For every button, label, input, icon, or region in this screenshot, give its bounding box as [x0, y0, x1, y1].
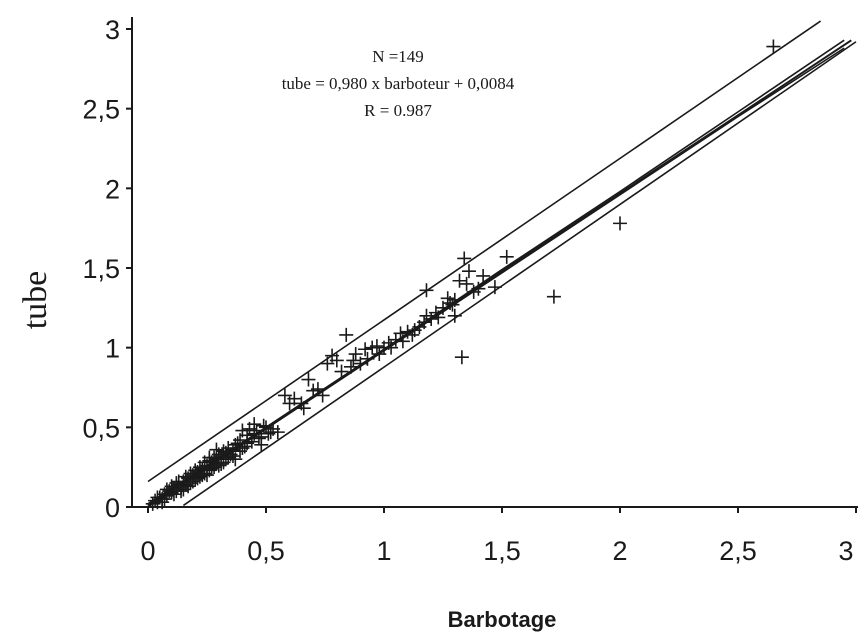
- data-point: [393, 326, 408, 341]
- y-tick-label: 2: [105, 174, 120, 204]
- data-point: [346, 353, 361, 368]
- annotation-equation: tube = 0,980 x barboteur + 0,0084: [282, 74, 515, 93]
- data-point: [233, 444, 248, 459]
- data-point: [277, 388, 292, 403]
- x-ticks: 0 0,5 1 1,5 2 2,5 3: [140, 507, 857, 566]
- data-point: [499, 249, 514, 264]
- data-point: [457, 251, 472, 266]
- data-point: [487, 280, 502, 295]
- data-point: [150, 490, 165, 505]
- data-point: [254, 437, 269, 452]
- data-point: [546, 289, 561, 304]
- data-point: [209, 442, 224, 457]
- prediction-band: [147, 20, 857, 507]
- y-tick-label: 1: [105, 334, 120, 364]
- data-point: [369, 339, 384, 354]
- data-point: [461, 264, 476, 279]
- data-point: [296, 401, 311, 416]
- data-point: [320, 356, 335, 371]
- annotation: N =149 tube = 0,980 x barboteur + 0,0084…: [282, 47, 515, 120]
- data-point: [247, 426, 262, 441]
- data-point: [171, 474, 186, 489]
- data-point: [419, 283, 434, 298]
- data-point: [221, 450, 236, 465]
- data-point: [306, 383, 321, 398]
- prediction-band-lower-line: [182, 41, 857, 507]
- data-point: [459, 276, 474, 291]
- data-point: [407, 323, 422, 338]
- data-point: [395, 334, 410, 349]
- data-point: [358, 342, 373, 357]
- y-ticks: 0 0,5 1 1,5 2 2,5 3: [82, 15, 132, 523]
- data-point: [202, 453, 217, 468]
- data-point: [471, 281, 486, 296]
- data-point: [334, 364, 349, 379]
- x-tick-label: 2,5: [719, 536, 757, 566]
- data-point: [445, 297, 460, 312]
- prediction-band-upper-line: [147, 20, 822, 483]
- data-point: [157, 492, 172, 507]
- y-tick-label: 3: [105, 15, 120, 45]
- data-point: [452, 273, 467, 288]
- y-tick-label: 0: [105, 493, 120, 523]
- data-point: [178, 469, 193, 484]
- x-tick-label: 0,5: [247, 536, 285, 566]
- x-tick-label: 1,5: [483, 536, 521, 566]
- x-tick-label: 2: [612, 536, 627, 566]
- data-point: [417, 315, 432, 330]
- data-point: [235, 423, 250, 438]
- annotation-r: R = 0.987: [364, 101, 432, 120]
- x-tick-label: 1: [376, 536, 391, 566]
- x-tick-label: 0: [140, 536, 155, 566]
- y-tick-label: 2,5: [82, 95, 120, 125]
- data-point: [174, 484, 189, 499]
- data-point: [315, 388, 330, 403]
- data-point: [301, 372, 316, 387]
- data-point: [343, 359, 358, 374]
- axes: 0 0,5 1 1,5 2 2,5 3 0 0,5 1 1,5 2 2,5 3: [82, 15, 858, 566]
- data-point: [228, 452, 243, 467]
- data-point: [240, 436, 255, 451]
- data-point: [266, 421, 281, 436]
- data-point: [436, 300, 450, 315]
- data-point: [164, 479, 179, 494]
- data-point: [339, 327, 354, 342]
- data-point: [348, 347, 363, 362]
- y-axis-label: tube: [17, 271, 54, 330]
- data-point: [766, 39, 781, 54]
- data-point: [613, 216, 627, 231]
- data-point: [166, 487, 181, 502]
- data-point: [431, 310, 446, 325]
- data-point: [209, 456, 224, 471]
- data-point: [282, 396, 297, 411]
- data-point: [384, 340, 399, 355]
- data-point: [353, 356, 368, 371]
- data-point: [447, 308, 462, 323]
- y-tick-label: 1,5: [82, 254, 120, 284]
- data-point: [329, 353, 344, 368]
- data-point: [188, 463, 203, 478]
- data-point: [360, 351, 375, 366]
- data-points: [145, 39, 781, 511]
- data-point: [195, 468, 210, 483]
- y-tick-label: 0,5: [82, 413, 120, 443]
- x-axis-label: Barbotage: [448, 607, 557, 632]
- data-point: [454, 350, 469, 365]
- x-tick-label: 3: [838, 536, 853, 566]
- data-point: [476, 268, 491, 283]
- data-point: [256, 418, 271, 433]
- data-point: [181, 479, 196, 494]
- annotation-n: N =149: [372, 47, 424, 66]
